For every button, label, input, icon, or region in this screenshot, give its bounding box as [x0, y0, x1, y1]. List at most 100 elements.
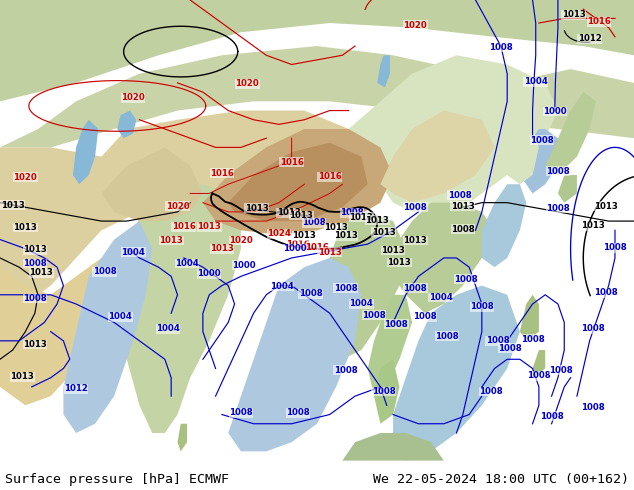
- Text: 1008: 1008: [413, 313, 437, 321]
- Text: 1020: 1020: [229, 236, 253, 245]
- Text: 1008: 1008: [470, 302, 494, 311]
- Polygon shape: [178, 424, 187, 451]
- Text: 1008: 1008: [302, 219, 326, 227]
- Polygon shape: [545, 92, 596, 175]
- Text: 1013: 1013: [403, 236, 427, 245]
- Text: 1008: 1008: [93, 267, 117, 276]
- Text: 1008: 1008: [286, 408, 310, 417]
- Text: 1013: 1013: [324, 223, 348, 232]
- Polygon shape: [101, 147, 203, 221]
- Polygon shape: [393, 203, 495, 313]
- Text: 1008: 1008: [603, 244, 627, 252]
- Text: 1016: 1016: [280, 158, 304, 167]
- Polygon shape: [0, 111, 349, 304]
- Text: 1008: 1008: [23, 294, 47, 303]
- Text: 1013: 1013: [381, 246, 405, 255]
- Text: 1008: 1008: [362, 311, 386, 319]
- Text: 1013: 1013: [10, 372, 34, 381]
- Text: 1020: 1020: [235, 79, 259, 88]
- Text: 1020: 1020: [165, 202, 190, 211]
- Text: 1013: 1013: [1, 201, 25, 210]
- Text: 1020: 1020: [13, 173, 37, 182]
- Polygon shape: [127, 184, 241, 433]
- Text: 1008: 1008: [333, 284, 358, 293]
- Text: 1008: 1008: [403, 284, 427, 293]
- Text: 1024: 1024: [267, 229, 291, 239]
- Text: 1008: 1008: [549, 366, 573, 375]
- Text: 1012: 1012: [578, 34, 602, 43]
- Text: 1008: 1008: [454, 274, 478, 284]
- Text: 1016: 1016: [210, 169, 234, 178]
- Polygon shape: [368, 295, 412, 396]
- Polygon shape: [393, 286, 520, 461]
- Text: 1008: 1008: [546, 204, 570, 213]
- Text: 1016: 1016: [587, 17, 611, 26]
- Text: 1008: 1008: [486, 336, 510, 345]
- Polygon shape: [0, 0, 634, 101]
- Text: 1008: 1008: [435, 332, 459, 341]
- Polygon shape: [482, 184, 526, 267]
- Text: 1013: 1013: [23, 340, 47, 349]
- Polygon shape: [63, 221, 152, 433]
- Text: 1013: 1013: [593, 202, 618, 211]
- Text: 1004: 1004: [524, 77, 548, 87]
- Text: 1000: 1000: [232, 261, 256, 270]
- Text: 1013: 1013: [365, 216, 389, 225]
- Polygon shape: [349, 55, 558, 212]
- Text: 1012: 1012: [64, 384, 88, 393]
- Polygon shape: [374, 359, 399, 424]
- Text: 1008: 1008: [521, 335, 545, 343]
- Text: 1013: 1013: [245, 204, 269, 213]
- Text: 1004: 1004: [175, 259, 199, 268]
- Polygon shape: [73, 120, 98, 184]
- Text: 1013: 1013: [13, 223, 37, 232]
- Text: 1000: 1000: [543, 107, 567, 116]
- Text: 1008: 1008: [530, 136, 554, 145]
- Text: 1008: 1008: [340, 208, 364, 217]
- Polygon shape: [0, 258, 114, 405]
- Polygon shape: [558, 175, 577, 203]
- Text: 1016: 1016: [172, 222, 196, 231]
- Text: 1013: 1013: [159, 236, 183, 245]
- Text: 1000: 1000: [197, 269, 221, 278]
- Text: 1008: 1008: [527, 371, 551, 380]
- Text: 1008: 1008: [546, 167, 570, 176]
- Text: 1008: 1008: [23, 259, 47, 268]
- Polygon shape: [380, 111, 495, 203]
- Text: 1013: 1013: [29, 268, 53, 277]
- Text: 1008: 1008: [384, 320, 408, 329]
- Text: 1013: 1013: [197, 222, 221, 231]
- Text: 1016: 1016: [286, 240, 310, 248]
- Polygon shape: [228, 258, 361, 451]
- Text: 1008: 1008: [593, 289, 618, 297]
- Text: 1004: 1004: [121, 248, 145, 257]
- Text: 1013: 1013: [289, 211, 313, 220]
- Text: 1013: 1013: [387, 258, 411, 267]
- Text: 1020: 1020: [121, 93, 145, 102]
- Text: 1013: 1013: [581, 221, 605, 230]
- Text: 1008: 1008: [479, 387, 503, 396]
- Text: 1013: 1013: [372, 228, 396, 237]
- Polygon shape: [520, 295, 539, 341]
- Text: 1013: 1013: [276, 208, 301, 217]
- Text: 1004: 1004: [429, 293, 453, 302]
- Text: 1013: 1013: [318, 248, 342, 257]
- Polygon shape: [0, 46, 634, 147]
- Text: 1013: 1013: [562, 10, 586, 19]
- Text: 1016: 1016: [318, 172, 342, 181]
- Polygon shape: [533, 350, 545, 378]
- Text: 1008: 1008: [448, 191, 472, 200]
- Text: 1008: 1008: [540, 412, 564, 421]
- Text: 1016: 1016: [305, 244, 329, 252]
- Text: 1013: 1013: [23, 245, 47, 254]
- Text: 1008: 1008: [372, 387, 396, 396]
- Text: 1004: 1004: [270, 282, 294, 291]
- Text: 1008: 1008: [299, 290, 323, 298]
- Text: 1013: 1013: [333, 231, 358, 240]
- Text: 1008: 1008: [451, 225, 475, 234]
- Text: 1008: 1008: [498, 343, 522, 353]
- Polygon shape: [117, 111, 136, 138]
- Text: 1008: 1008: [403, 203, 427, 212]
- Text: 1013: 1013: [292, 231, 316, 240]
- Text: We 22-05-2024 18:00 UTC (00+162): We 22-05-2024 18:00 UTC (00+162): [373, 473, 629, 486]
